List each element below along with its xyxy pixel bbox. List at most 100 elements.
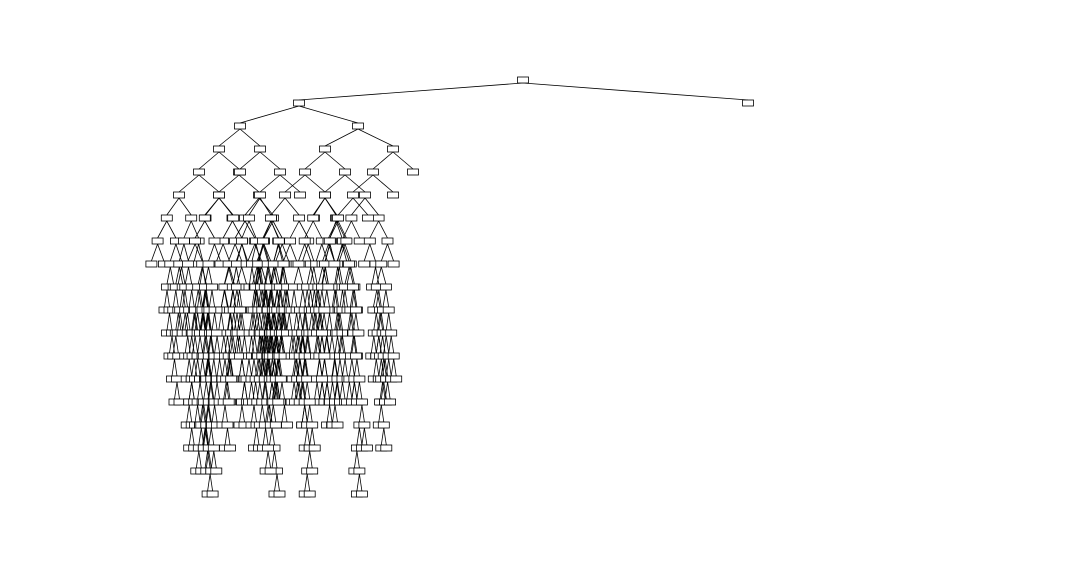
tree-edge (286, 289, 290, 308)
tree-edge (274, 312, 278, 331)
tree-edge (279, 266, 284, 285)
tree-edge (239, 312, 243, 331)
tree-edge (255, 266, 259, 285)
tree-edge (198, 450, 202, 469)
tree-edge (342, 289, 346, 308)
tree-edge (335, 266, 340, 285)
tree-edge (293, 312, 297, 331)
tree-edge (277, 335, 282, 354)
tree-edge (166, 220, 177, 239)
tree-edge (244, 381, 248, 400)
tree-edge (230, 358, 234, 377)
tree-edge (251, 358, 255, 377)
tree-edge (197, 358, 201, 377)
tree-edge (307, 335, 311, 354)
tree-node (407, 168, 419, 176)
tree-edge (151, 243, 158, 262)
tree-edge (208, 335, 212, 354)
tree-edge (275, 381, 279, 400)
tree-edge (187, 243, 196, 262)
tree-edge (199, 358, 203, 377)
tree-edge (260, 312, 264, 331)
tree-edge (269, 312, 274, 331)
tree-edge (275, 243, 283, 262)
tree-node (372, 214, 385, 222)
tree-edge (306, 289, 311, 308)
tree-edge (274, 289, 278, 308)
tree-edge (208, 427, 212, 446)
tree-edge (274, 335, 278, 354)
tree-node (227, 214, 240, 222)
tree-edge (219, 358, 223, 377)
tree-edge (229, 289, 234, 308)
tree-edge (279, 381, 283, 400)
tree-edge (363, 243, 371, 262)
tree-edge (205, 358, 210, 377)
tree-edge (228, 266, 234, 285)
tree-edge (257, 266, 262, 285)
tree-edge (286, 289, 291, 308)
tree-node (384, 398, 397, 406)
tree-edge (319, 381, 323, 400)
tree-edge (384, 381, 388, 400)
tree-edge (329, 220, 339, 239)
tree-edge (261, 335, 266, 354)
tree-edge (274, 358, 279, 377)
tree-edge (274, 358, 278, 377)
tree-edge (291, 289, 295, 308)
tree-edge (388, 358, 392, 377)
tree-edge (273, 266, 278, 285)
tree-node (182, 260, 194, 268)
tree-edge (378, 335, 382, 354)
tree-edge (316, 335, 320, 354)
tree-edge (361, 404, 365, 423)
tree-edge (293, 266, 299, 285)
tree-edge (204, 312, 208, 331)
tree-edge (258, 243, 265, 262)
tree-edge (375, 358, 380, 377)
tree-edge (294, 381, 298, 400)
tree-edge (297, 381, 301, 400)
tree-edge (182, 289, 186, 308)
tree-edge (387, 381, 391, 400)
tree-edge (378, 404, 382, 423)
tree-node (243, 214, 255, 222)
tree-node (387, 260, 400, 268)
tree-edge (281, 243, 290, 262)
tree-edge (174, 381, 178, 400)
tree-edge (256, 427, 260, 446)
tree-node (355, 490, 368, 498)
tree-edge (223, 335, 227, 354)
tree-edge (220, 289, 225, 308)
tree-edge (188, 427, 193, 446)
tree-edge (264, 266, 269, 285)
tree-edge (359, 381, 363, 400)
tree-edge (315, 289, 319, 308)
tree-edge (198, 151, 220, 170)
tree-edge (251, 312, 255, 331)
tree-node (272, 237, 285, 245)
tree-edge (351, 358, 355, 377)
tree-node (177, 237, 190, 245)
tree-edge (264, 289, 268, 308)
tree-edge (239, 335, 243, 354)
tree-node (151, 237, 164, 245)
tree-edge (264, 312, 268, 331)
tree-edge (224, 381, 228, 400)
tree-edge (272, 220, 283, 239)
tree-edge (177, 312, 181, 331)
tree-edge (228, 243, 236, 262)
tree-edge (380, 358, 385, 377)
tree-edge (205, 450, 210, 469)
tree-edge (208, 404, 212, 423)
tree-node (375, 260, 388, 268)
tree-edge (321, 335, 325, 354)
tree-edge (301, 381, 306, 400)
tree-edge (205, 404, 210, 423)
tree-edge (332, 404, 336, 423)
tree-edge (272, 335, 276, 354)
tree-edge (361, 427, 365, 446)
tree-edge (298, 82, 524, 101)
tree-edge (314, 335, 318, 354)
tree-edge (278, 243, 285, 262)
